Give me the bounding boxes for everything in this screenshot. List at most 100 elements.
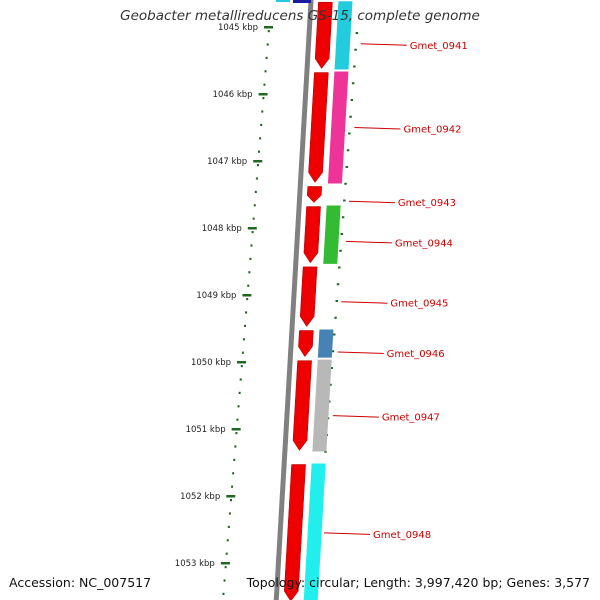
ruler-minor-tick (255, 177, 258, 180)
ruler-minor-tick (236, 418, 239, 421)
cds-arrow (314, 1, 333, 69)
gene-label: Gmet_0943 (398, 198, 456, 209)
gene-label: Gmet_0945 (390, 299, 448, 310)
feature-track-tick (350, 99, 354, 101)
ruler-minor-tick (267, 30, 270, 33)
ruler-minor-tick (225, 552, 228, 555)
feature-track-tick (333, 333, 336, 336)
ruler-minor-tick (248, 271, 251, 274)
gene-label: Gmet_0948 (373, 530, 431, 541)
ruler-major-tick (258, 93, 268, 96)
feature-track-tick (346, 149, 350, 152)
cds-arrow (298, 330, 314, 358)
ruler-minor-tick (230, 499, 233, 502)
ruler-minor-tick (260, 123, 263, 126)
gene-feature (323, 205, 341, 264)
feature-track-tick (335, 300, 339, 302)
genome-summary-text: Topology: circular; Length: 3,997,420 bp… (246, 575, 590, 590)
ruler-minor-tick (259, 137, 262, 140)
ruler-minor-tick (239, 378, 242, 381)
cds-arrow (299, 266, 318, 327)
ruler-tick-label: 1053 kbp (175, 559, 215, 569)
ruler-tick-label: 1051 kbp (186, 425, 226, 435)
ruler-minor-tick (241, 351, 244, 354)
feature-track-tick (329, 383, 332, 386)
cds-arrow (292, 360, 312, 451)
gene-feature (334, 1, 353, 70)
ruler-minor-tick (263, 83, 266, 86)
gene-label: Gmet_0947 (382, 413, 440, 424)
feature-track-tick (344, 182, 347, 185)
genome-title: Geobacter metallireducens GS-15, complet… (120, 8, 480, 24)
feature-track-tick (336, 283, 340, 286)
ruler-minor-tick (222, 592, 225, 595)
ruler-minor-tick (233, 458, 236, 461)
ruler-tick-label: 1052 kbp (180, 492, 220, 502)
genome-backbone (273, 0, 314, 600)
gene-feature (319, 265, 338, 328)
feature-track-tick (343, 199, 346, 202)
feature-fragment (293, 0, 311, 3)
ruler-major-tick (264, 26, 273, 29)
ruler-minor-tick (244, 324, 247, 327)
feature-track-tick (353, 65, 356, 68)
ruler-minor-tick (266, 43, 269, 46)
gene-leader-line (332, 415, 379, 418)
ruler-minor-tick (228, 512, 231, 515)
ruler-major-tick (242, 294, 252, 297)
feature-track-tick (345, 166, 349, 168)
ruler-major-tick (226, 495, 236, 498)
ruler-tick-label: 1050 kbp (191, 358, 231, 368)
gene-feature (312, 359, 332, 452)
feature-track-tick (340, 233, 344, 235)
feature-track-tick (324, 450, 327, 453)
ruler-minor-tick (226, 539, 229, 542)
ruler-minor-tick (231, 485, 234, 488)
ruler-minor-tick (240, 365, 243, 368)
gene-label: Gmet_0942 (403, 125, 461, 136)
ruler-tick-label: 1047 kbp (207, 157, 247, 167)
ruler-major-tick (231, 428, 241, 431)
ruler-major-tick (247, 227, 257, 230)
ruler-minor-tick (235, 432, 238, 435)
feature-track-tick (339, 249, 342, 252)
ruler-minor-tick (224, 566, 227, 569)
gene-leader-line (348, 200, 395, 204)
feature-track-tick (341, 216, 345, 219)
ruler-major-tick (220, 562, 230, 565)
gene-label: Gmet_0946 (387, 349, 445, 360)
feature-track-tick (338, 266, 341, 269)
gene-leader-line (360, 43, 407, 46)
ruler-minor-tick (252, 217, 255, 220)
ruler-minor-tick (264, 70, 267, 73)
ruler-major-tick (237, 361, 247, 364)
ruler-tick-label: 1045 kbp (218, 23, 258, 33)
ruler-minor-tick (261, 110, 264, 113)
ruler-minor-tick (238, 391, 241, 394)
gene-leader-line (341, 301, 388, 304)
ruler-minor-tick (232, 472, 235, 475)
ruler-minor-tick (249, 257, 252, 260)
ruler-minor-tick (251, 231, 254, 234)
gene-label: Gmet_0944 (395, 238, 453, 249)
feature-track-tick (355, 32, 359, 34)
feature-track-tick (348, 132, 351, 135)
ruler-minor-tick (247, 284, 250, 287)
ruler-minor-tick (245, 311, 248, 314)
gene-leader-line (345, 240, 392, 244)
feature-track-tick (334, 316, 337, 319)
ruler-tick-label: 1046 kbp (213, 90, 253, 100)
ruler-minor-tick (223, 579, 226, 582)
ruler-minor-tick (242, 338, 245, 341)
ruler-minor-tick (227, 525, 230, 528)
gene-feature (326, 185, 342, 204)
accession-text: Accession: NC_007517 (9, 575, 152, 590)
ruler-minor-tick (254, 190, 257, 193)
cds-arrow (306, 186, 323, 203)
feature-track-tick (331, 350, 335, 353)
feature-track-tick (349, 115, 352, 118)
feature-track-tick (354, 48, 357, 51)
ruler-minor-tick (250, 244, 253, 247)
